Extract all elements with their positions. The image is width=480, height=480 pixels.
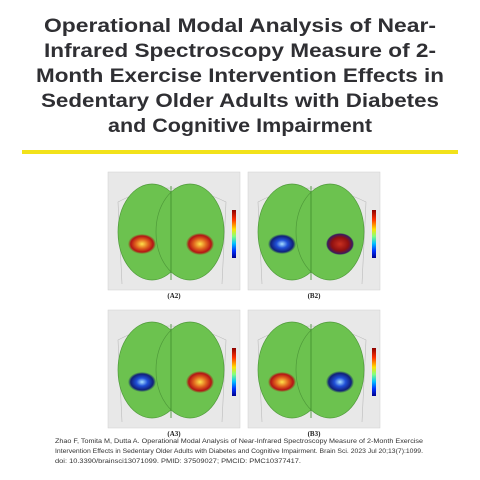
- activation-left: [268, 234, 296, 254]
- citation-line: doi: 10.3390/brainsci13071099. PMID: 375…: [55, 458, 301, 465]
- colorbar: [372, 210, 376, 258]
- activation-right: [186, 233, 214, 255]
- panel-label: (A3): [167, 430, 181, 438]
- brain-panel: (B2): [247, 171, 381, 300]
- right-hemisphere: [155, 183, 225, 281]
- title-line: and Cognitive Impairment: [108, 116, 373, 137]
- colorbar: [372, 348, 376, 396]
- brain-panel: (B3): [247, 309, 381, 438]
- title-line: Sedentary Older Adults with Diabetes: [41, 91, 439, 112]
- title-line: Month Exercise Intervention Effects in: [36, 66, 444, 87]
- citation-line: Intervention Effects in Sedentary Older …: [55, 448, 423, 455]
- activation-left: [128, 372, 156, 392]
- title-line: Operational Modal Analysis of Near-: [44, 16, 436, 37]
- right-hemisphere: [295, 321, 365, 419]
- panel-label: (A2): [167, 292, 181, 300]
- right-hemisphere: [295, 183, 365, 281]
- panel-label: (B2): [308, 292, 322, 300]
- colorbar: [232, 348, 236, 396]
- panel-label: (B3): [308, 430, 322, 438]
- activation-right: [326, 371, 354, 393]
- activation-left: [268, 372, 296, 392]
- activation-right: [186, 371, 214, 393]
- title-line: Infrared Spectroscopy Measure of 2-: [44, 41, 436, 62]
- brain-panel: (A2): [107, 171, 241, 300]
- activation-right: [326, 233, 354, 255]
- brain-panel: (A3): [107, 309, 241, 438]
- colorbar: [232, 210, 236, 258]
- activation-left: [128, 234, 156, 254]
- right-hemisphere: [155, 321, 225, 419]
- citation-line: Zhao F, Tomita M, Dutta A. Operational M…: [55, 438, 423, 445]
